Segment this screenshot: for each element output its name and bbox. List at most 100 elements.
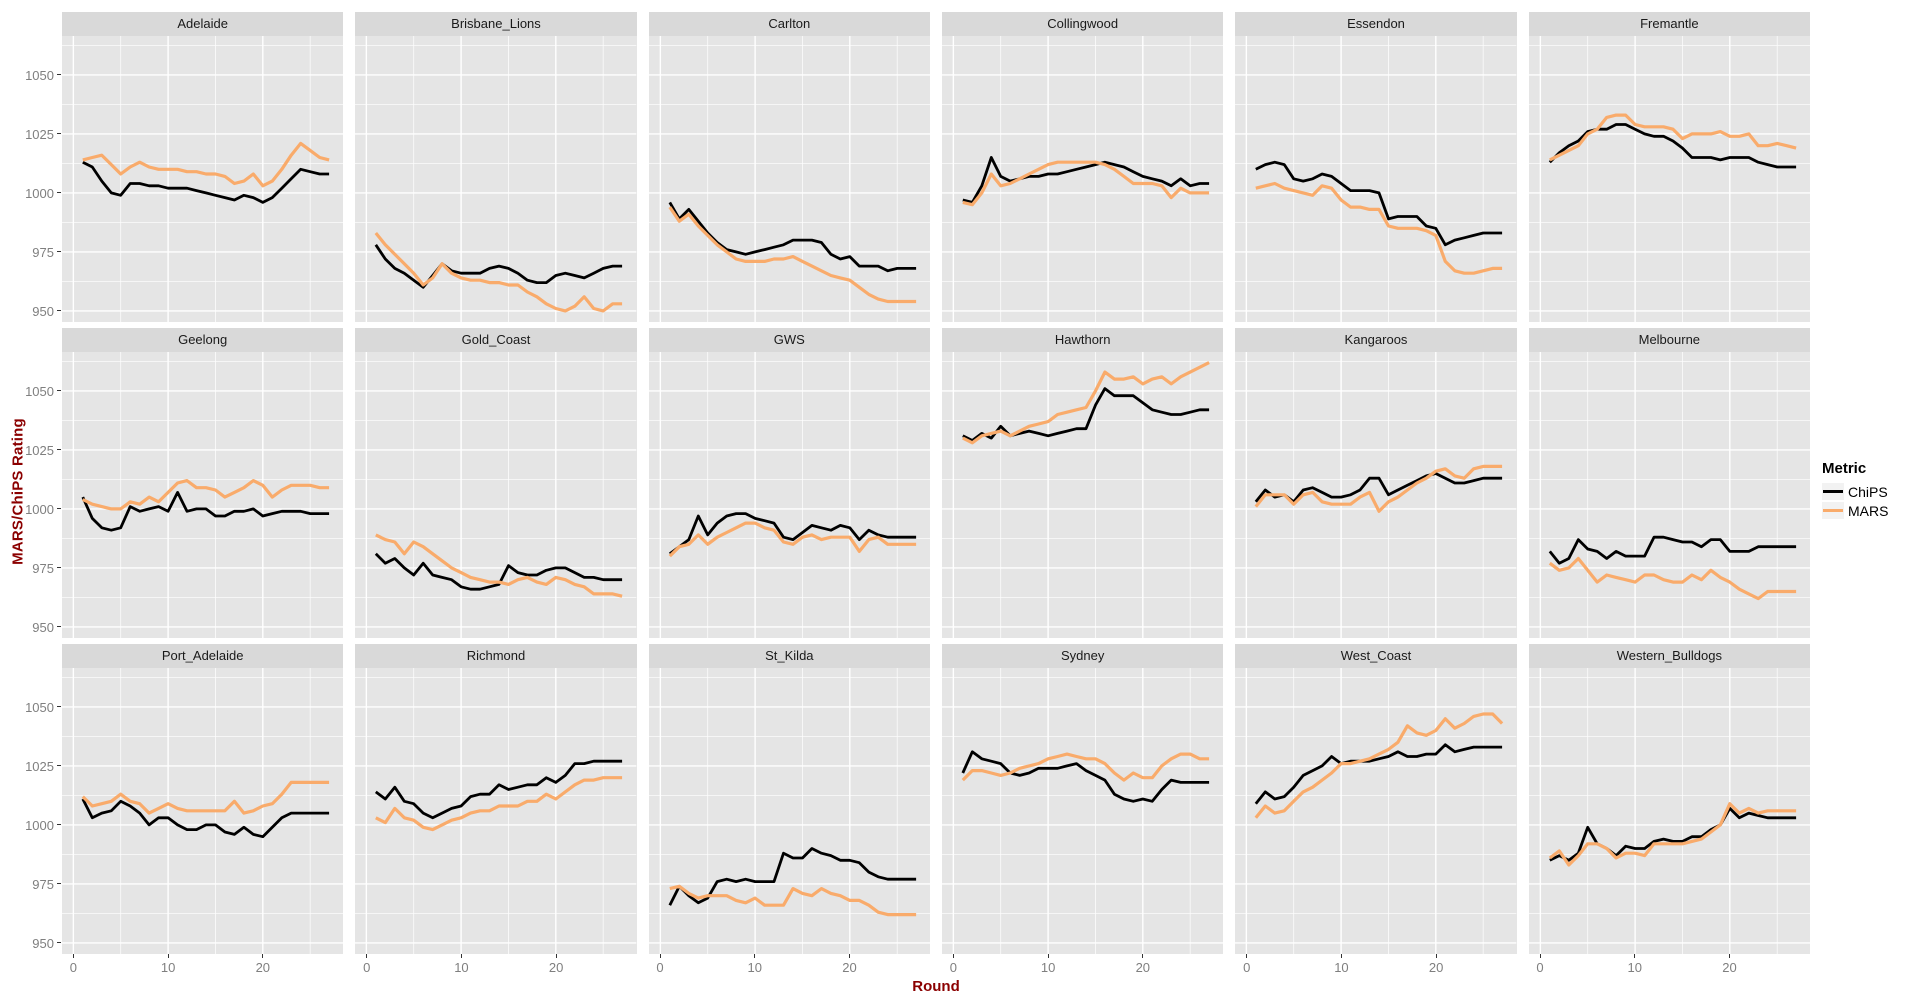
facet-strip-Brisbane_Lions: Brisbane_Lions: [355, 12, 637, 36]
y-tick-mark: [57, 310, 61, 312]
chips-line: [1255, 743, 1503, 805]
x-tick-mark: [1728, 954, 1730, 958]
facet-Fremantle: Fremantle: [1528, 12, 1810, 322]
chips-line: [375, 759, 623, 820]
x-tick-label: 10: [1334, 960, 1349, 975]
chips-line: [374, 244, 623, 289]
facet-West_Coast: West_Coast: [1235, 644, 1517, 954]
chips-line: [1548, 806, 1796, 862]
x-tick-mark: [167, 954, 169, 958]
facet-panel-Essendon: [1235, 36, 1517, 322]
chips-line: [668, 847, 916, 906]
x-tick-label: 0: [1536, 960, 1544, 975]
x-tick-label: 20: [255, 960, 271, 975]
chips-line: [962, 156, 1210, 204]
x-tick-label: 20: [548, 960, 564, 975]
y-tick-label: 1050: [25, 67, 54, 83]
chips-line: [1548, 535, 1796, 565]
x-tick-label: 0: [656, 960, 664, 975]
facet-strip-Collingwood: Collingwood: [942, 12, 1224, 36]
mars-line: [1548, 556, 1796, 601]
x-tick-mark: [1435, 954, 1437, 958]
facet-strip-Carlton: Carlton: [648, 12, 930, 36]
mars-line: [1254, 712, 1504, 819]
x-tick-label: 10: [747, 960, 762, 975]
y-tick-label: 950: [32, 619, 54, 635]
chips-line: [668, 201, 916, 273]
facet-strip-Adelaide: Adelaide: [62, 12, 344, 36]
facet-Hawthorn: Hawthorn: [942, 328, 1224, 638]
y-tick-label: 1000: [25, 185, 54, 201]
facet-GWS: GWS: [648, 328, 930, 638]
facet-strip-Port_Adelaide: Port_Adelaide: [62, 644, 344, 668]
x-tick-mark: [952, 954, 954, 958]
y-tick-mark: [57, 626, 61, 628]
legend-label: MARS: [1848, 502, 1889, 519]
facet-strip-Hawthorn: Hawthorn: [942, 328, 1224, 352]
y-tick-label: 1025: [25, 442, 54, 458]
y-tick-mark: [57, 942, 61, 944]
facet-Brisbane_Lions: Brisbane_Lions: [355, 12, 637, 322]
y-tick-mark: [57, 765, 61, 767]
legend: Metric ChiPS MARS: [1822, 460, 1888, 520]
x-tick-label: 20: [1722, 960, 1737, 975]
mars-line: [1255, 181, 1503, 275]
facet-Adelaide: Adelaide: [62, 12, 344, 322]
x-tick-label: 0: [1243, 960, 1251, 975]
y-tick-label: 975: [32, 560, 54, 576]
y-tick-mark: [57, 74, 61, 76]
x-tick-mark: [1246, 954, 1248, 958]
facet-Essendon: Essendon: [1235, 12, 1517, 322]
facet-panel-St_Kilda: [648, 668, 930, 954]
y-tick-label: 1050: [25, 383, 54, 399]
facet-grid: Adelaide Brisbane_Lions Carlton Collingwood…: [62, 12, 1810, 954]
mars-line: [668, 206, 916, 304]
facet-Collingwood: Collingwood: [942, 12, 1224, 322]
chips-line: [81, 490, 330, 532]
facet-panel-Hawthorn: [942, 352, 1224, 638]
x-tick-mark: [1047, 954, 1049, 958]
facet-strip-West_Coast: West_Coast: [1235, 644, 1517, 668]
x-tick-mark: [1340, 954, 1342, 958]
mars-line: [962, 361, 1210, 445]
legend-label: ChiPS: [1848, 483, 1888, 500]
y-tick-mark: [57, 390, 61, 392]
facet-panel-Kangaroos: [1235, 352, 1517, 638]
facet-strip-Geelong: Geelong: [62, 328, 344, 352]
y-tick-label: 1050: [25, 699, 54, 715]
x-tick-label: 10: [1040, 960, 1056, 975]
x-tick-label: 20: [1135, 960, 1151, 975]
x-tick-mark: [366, 954, 368, 958]
y-tick-label: 1025: [25, 758, 54, 774]
facet-panel-West_Coast: [1235, 668, 1517, 954]
x-axis-title: Round: [912, 978, 960, 995]
x-tick-label: 0: [69, 960, 77, 975]
y-tick-mark: [57, 883, 61, 885]
y-tick-label: 975: [32, 876, 54, 892]
chips-line: [81, 798, 330, 839]
facet-strip-Melbourne: Melbourne: [1528, 328, 1810, 352]
x-tick-mark: [262, 954, 264, 958]
mars-line: [669, 884, 916, 917]
mars-line: [962, 160, 1210, 207]
y-tick-mark: [57, 567, 61, 569]
y-tick-mark: [57, 706, 61, 708]
facet-panel-Richmond: [355, 668, 637, 954]
chips-line: [1255, 472, 1503, 504]
facet-strip-Essendon: Essendon: [1235, 12, 1517, 36]
y-tick-mark: [57, 508, 61, 510]
facet-panel-Fremantle: [1528, 36, 1810, 322]
y-tick-label: 950: [32, 303, 54, 319]
facet-Port_Adelaide: Port_Adelaide: [62, 644, 344, 954]
x-tick-mark: [1142, 954, 1144, 958]
x-tick-label: 20: [842, 960, 857, 975]
facet-Sydney: Sydney: [942, 644, 1224, 954]
x-tick-label: 10: [454, 960, 469, 975]
mars-line: [375, 533, 623, 598]
x-tick-mark: [848, 954, 850, 958]
y-tick-label: 950: [32, 935, 54, 951]
x-tick-mark: [1539, 954, 1541, 958]
mars-line: [1254, 464, 1503, 513]
y-tick-label: 1000: [25, 501, 54, 517]
